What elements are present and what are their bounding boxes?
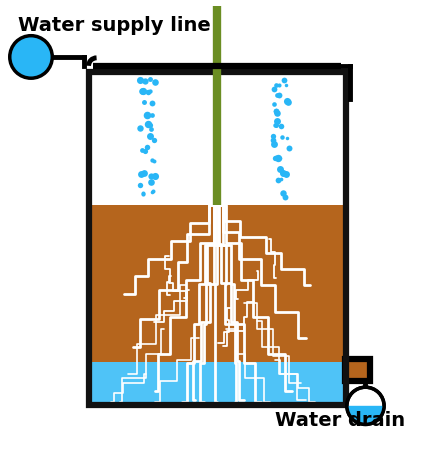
Text: Water supply line: Water supply line	[18, 16, 210, 35]
Bar	[89, 72, 346, 404]
Bar	[89, 205, 346, 404]
Bar	[89, 72, 346, 404]
Wedge shape	[347, 406, 384, 425]
Circle shape	[10, 35, 52, 78]
Text: Water drain: Water drain	[275, 411, 405, 430]
Bar	[89, 362, 346, 404]
Bar	[345, 359, 370, 381]
Circle shape	[347, 387, 384, 425]
